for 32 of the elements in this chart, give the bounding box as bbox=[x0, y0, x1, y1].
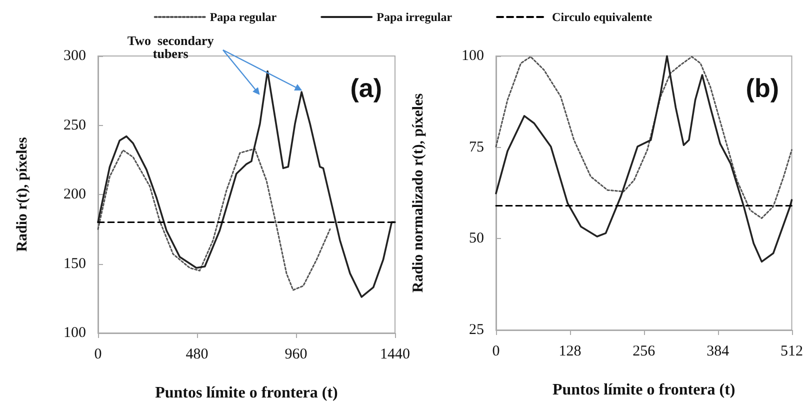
text: (b) bbox=[746, 73, 780, 103]
legend-label: Papa irregular bbox=[376, 10, 453, 24]
legend-label: Papa regular bbox=[210, 10, 278, 24]
x-tick-label: 512 bbox=[780, 344, 803, 360]
x-tick-label: 256 bbox=[632, 344, 656, 360]
y-tick-label: 75 bbox=[469, 139, 484, 156]
y-tick-label: 200 bbox=[64, 186, 86, 202]
x-tick-label: 0 bbox=[94, 346, 102, 362]
x-tick-label: 0 bbox=[492, 344, 500, 360]
x-tick-label: 384 bbox=[706, 344, 730, 360]
x-tick-label: 1440 bbox=[380, 346, 410, 362]
text: (a) bbox=[350, 73, 382, 103]
annotation: Two secondary tubers bbox=[127, 33, 214, 62]
y-tick-label: 300 bbox=[64, 48, 86, 64]
x-tick-label: 128 bbox=[558, 344, 582, 360]
x-tick-label: 480 bbox=[186, 346, 208, 362]
legend-label: Circulo equivalente bbox=[552, 10, 653, 24]
line-series bbox=[495, 55, 793, 263]
y-tick-label: 150 bbox=[64, 256, 86, 272]
y-tick-label: 50 bbox=[469, 230, 484, 247]
y-tick-label: 100 bbox=[462, 48, 484, 64]
y-axis-title: Radio r(t), píxeles bbox=[14, 137, 30, 252]
line-series bbox=[97, 70, 396, 298]
y-tick-label: 250 bbox=[64, 117, 86, 134]
line-series bbox=[97, 148, 331, 291]
y-tick-label: 100 bbox=[64, 325, 86, 341]
x-axis-title: Puntos límite o frontera (t) bbox=[552, 382, 736, 398]
y-axis-title: Radio normalizado r(t), píxeles bbox=[410, 93, 426, 293]
x-tick-label: 960 bbox=[284, 346, 308, 362]
x-axis-title: Puntos límite o frontera (t) bbox=[155, 384, 338, 402]
line-series bbox=[495, 56, 792, 219]
y-tick-label: 25 bbox=[469, 322, 484, 338]
